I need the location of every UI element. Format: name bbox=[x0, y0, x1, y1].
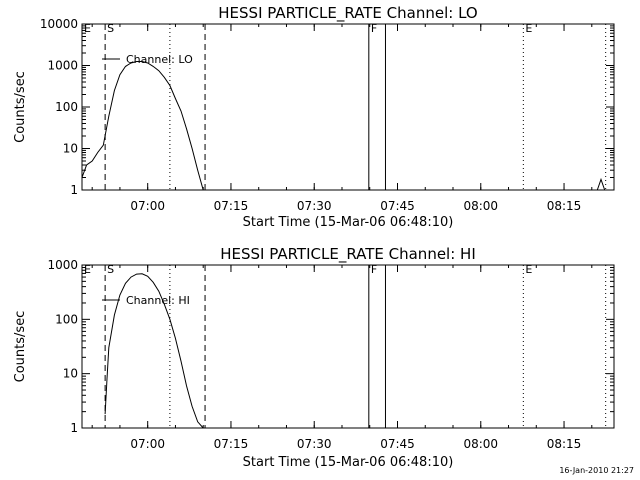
plot-frame bbox=[81, 23, 615, 191]
legend-label: Channel: LO bbox=[126, 53, 193, 66]
y-tick-label: 10000 bbox=[40, 17, 78, 31]
y-axis-label: Counts/sec bbox=[13, 311, 28, 383]
x-tick-label: 08:15 bbox=[547, 199, 582, 213]
y-tick-label: 100 bbox=[55, 312, 78, 326]
x-tick-label: 07:00 bbox=[130, 437, 165, 451]
event-marker-label: E bbox=[525, 22, 532, 35]
event-marker-label: E bbox=[525, 263, 532, 276]
chart-title: HESSI PARTICLE_RATE Channel: HI bbox=[220, 245, 476, 264]
x-axis-label: Start Time (15-Mar-06 06:48:10) bbox=[243, 455, 454, 470]
x-tick-label: 07:00 bbox=[130, 199, 165, 213]
legend-label: Channel: HI bbox=[126, 294, 190, 307]
chart-title: HESSI PARTICLE_RATE Channel: LO bbox=[218, 4, 477, 23]
y-tick-label: 10 bbox=[63, 367, 78, 381]
y-tick-label: 1000 bbox=[47, 59, 78, 73]
x-tick-label: 07:45 bbox=[380, 437, 415, 451]
event-marker-label: F bbox=[371, 22, 377, 35]
y-tick-label: 1000 bbox=[47, 258, 78, 272]
y-axis-label: Counts/sec bbox=[13, 71, 28, 143]
x-tick-label: 07:30 bbox=[297, 199, 332, 213]
timestamp: 16-Jan-2010 21:27 bbox=[559, 466, 634, 475]
x-tick-label: 08:00 bbox=[463, 437, 498, 451]
data-series-line-secondary bbox=[596, 177, 606, 191]
x-tick-label: 08:15 bbox=[547, 437, 582, 451]
chart-panel-1: HESSI PARTICLE_RATE Channel: LO Start Tim… bbox=[13, 4, 615, 230]
y-tick-label: 10 bbox=[63, 142, 78, 156]
y-tick-label: 1 bbox=[70, 183, 78, 197]
event-marker-label: F bbox=[371, 263, 377, 276]
plot-frame bbox=[81, 264, 615, 429]
event-marker-label: E bbox=[84, 263, 91, 276]
event-marker-label: S bbox=[107, 263, 114, 276]
event-marker-label: S bbox=[107, 22, 114, 35]
y-tick-label: 1 bbox=[70, 421, 78, 435]
x-tick-label: 07:15 bbox=[214, 437, 249, 451]
y-tick-label: 100 bbox=[55, 100, 78, 114]
x-tick-label: 07:30 bbox=[297, 437, 332, 451]
event-marker-label: E bbox=[84, 22, 91, 35]
x-tick-label: 07:45 bbox=[380, 199, 415, 213]
data-series-line bbox=[81, 61, 204, 191]
x-axis-label: Start Time (15-Mar-06 06:48:10) bbox=[243, 215, 454, 230]
x-tick-label: 08:00 bbox=[463, 199, 498, 213]
data-series-line bbox=[104, 273, 204, 429]
x-tick-label: 07:15 bbox=[214, 199, 249, 213]
chart-panel-2: HESSI PARTICLE_RATE Channel: HI Start Tim… bbox=[13, 245, 615, 470]
